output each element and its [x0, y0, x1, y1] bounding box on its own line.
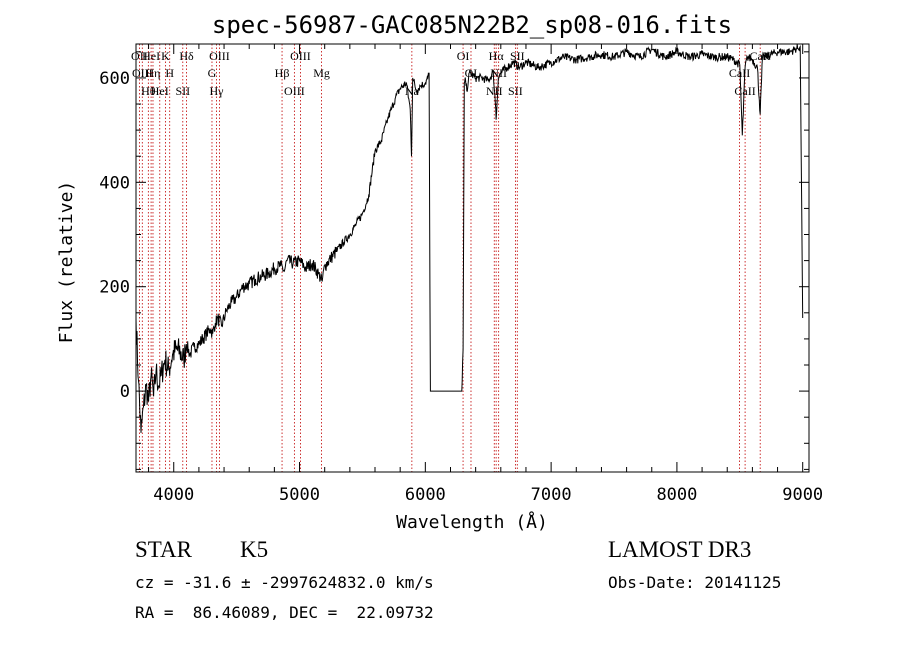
x-tick-label: 5000 — [279, 485, 320, 505]
x-tick-label: 6000 — [405, 485, 446, 505]
marker-label: SII — [510, 49, 525, 63]
object-type: STAR — [135, 537, 192, 562]
marker-label: H — [165, 66, 174, 80]
y-tick-label: 0 — [120, 382, 130, 402]
line-markers: OIIOIIIHθHeIHηHeIKHSIIHδGHγOIIIHβOIIIOII… — [131, 44, 771, 472]
marker-label: CaII — [734, 84, 755, 98]
subclass: K5 — [240, 537, 269, 562]
marker-label: OI — [457, 49, 470, 63]
marker-label: Hθ — [141, 84, 156, 98]
marker-label: OIII — [209, 49, 230, 63]
marker-label: Hδ — [179, 49, 194, 63]
y-tick-label: 200 — [99, 278, 130, 298]
survey-name: LAMOST DR3 — [608, 537, 752, 562]
marker-label: SII — [508, 84, 523, 98]
marker-label: HeI — [142, 49, 160, 63]
marker-label: OIII — [284, 84, 305, 98]
y-tick-label: 600 — [99, 69, 130, 89]
marker-label: Hα — [489, 49, 505, 63]
marker-label: G — [208, 66, 217, 80]
marker-label: OII — [131, 49, 148, 63]
marker-label: Hη — [146, 66, 161, 80]
chart-title: spec-56987-GAC085N22B2_sp08-016.fits — [212, 11, 732, 39]
marker-label: Hβ — [275, 66, 290, 80]
marker-label: Mg — [313, 66, 330, 80]
x-tick-label: 8000 — [656, 485, 697, 505]
marker-label: Hγ — [210, 84, 225, 98]
marker-label: K — [161, 49, 170, 63]
marker-label: OIII — [290, 49, 311, 63]
axis-ticks: 4000 5000 6000 7000 8000 9000 0 200 400 600 — [99, 44, 823, 505]
plot-frame — [135, 43, 810, 473]
marker-label: SII — [175, 84, 190, 98]
x-axis-label: Wavelength (Å) — [396, 511, 548, 533]
x-tick-label: 4000 — [153, 485, 194, 505]
coordinates: RA = 86.46089, DEC = 22.09732 — [135, 603, 434, 622]
spectrum-line — [135, 44, 804, 433]
y-axis-label: Flux (relative) — [56, 181, 77, 344]
marker-label: OIII — [132, 66, 153, 80]
marker-label: HeI — [151, 84, 169, 98]
x-tick-label: 9000 — [782, 485, 823, 505]
redshift-line: cz = -31.6 ± -2997624832.0 km/s — [135, 573, 434, 592]
observation-date: Obs-Date: 20141125 — [608, 573, 782, 592]
x-tick-label: 7000 — [531, 485, 572, 505]
y-tick-label: 400 — [99, 173, 130, 193]
